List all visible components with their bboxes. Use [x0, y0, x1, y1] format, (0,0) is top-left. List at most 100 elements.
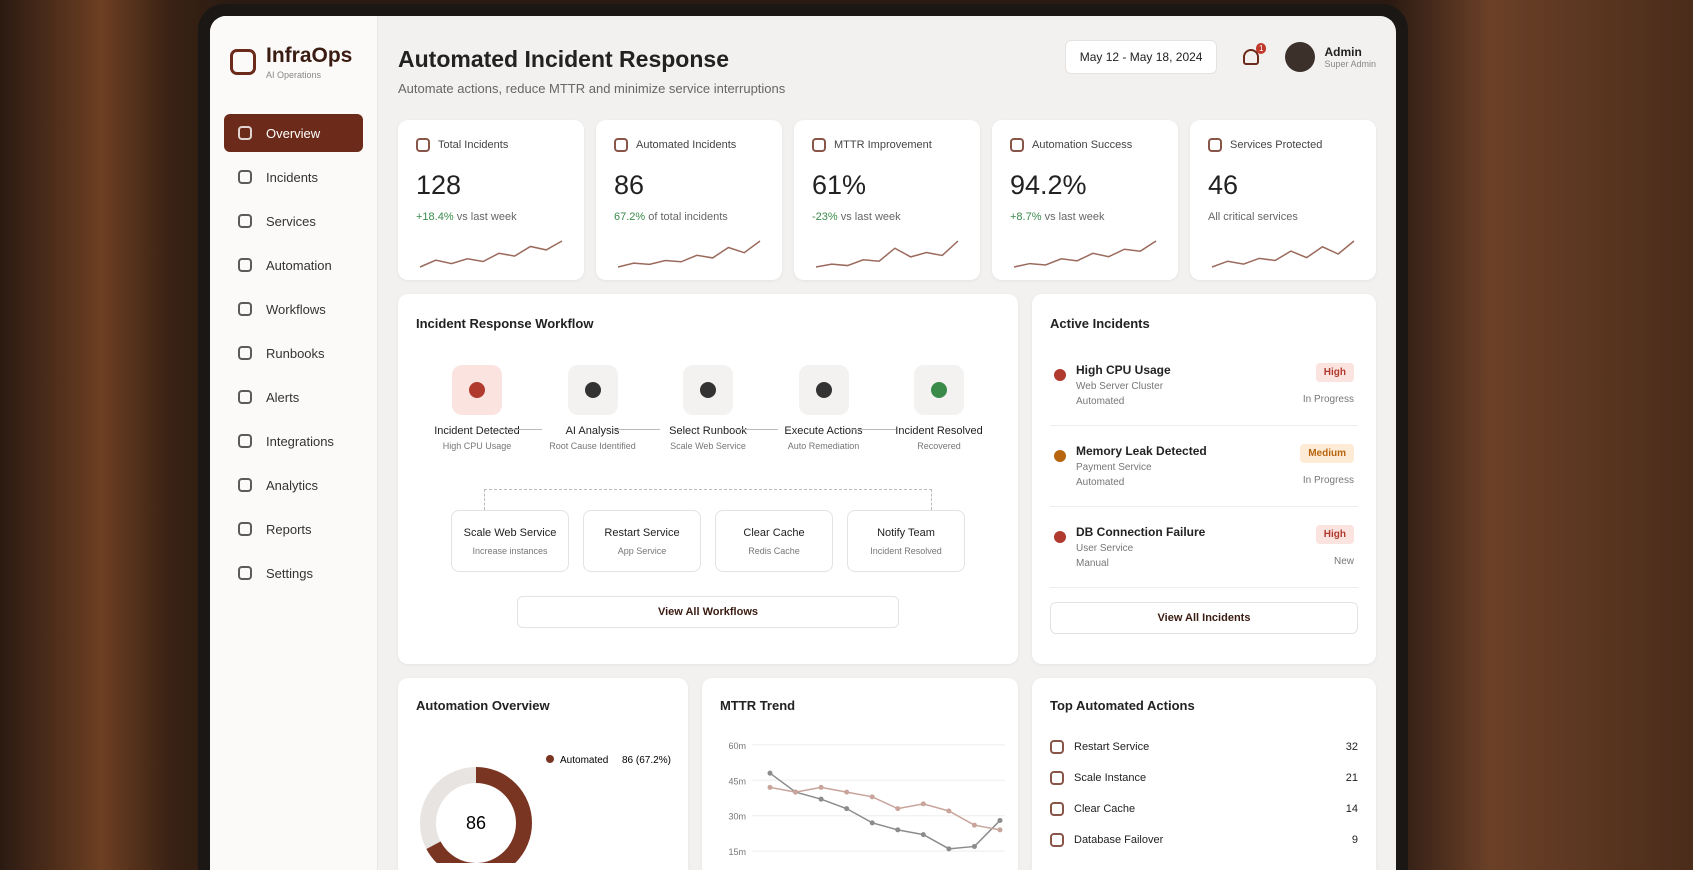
workflow-step: Incident Detected High CPU Usage	[422, 365, 532, 451]
date-picker[interactable]: May 12 - May 18, 2024	[1064, 40, 1218, 74]
nav-item[interactable]: Services	[224, 202, 363, 240]
incident[interactable]: High CPU Usage Web Server Cluster Automate…	[1050, 345, 1358, 426]
arrow	[852, 429, 896, 430]
active-incidents-panel: Active Incidents High CPU Usage Web Serve…	[1032, 294, 1376, 664]
action-detail: Incident Resolved	[870, 546, 942, 556]
workflow-step: AI Analysis Root Cause Identified	[538, 365, 648, 451]
nav-label: Reports	[266, 521, 312, 537]
trend-point	[869, 820, 875, 826]
view-incidents[interactable]: View All Incidents	[1050, 602, 1358, 634]
nav-icon	[238, 214, 252, 228]
kpi-card: MTTR Improvement 61% -23% vs last week	[794, 120, 980, 280]
step-icon	[683, 365, 733, 415]
workflow-actions: Scale Web Service Increase instances Resta…	[416, 510, 1000, 572]
nav-icon	[238, 302, 252, 316]
nav-item[interactable]: Incidents	[224, 158, 363, 196]
trend-point	[920, 801, 926, 807]
nav-item[interactable]: Reports	[224, 510, 363, 548]
kpi-title-row: Total Incidents	[416, 138, 566, 152]
incident-mode: Automated	[1076, 477, 1125, 488]
sparkline	[1013, 240, 1157, 268]
action-card[interactable]: Notify Team Incident Resolved	[847, 510, 965, 572]
step-label: Select Runbook	[669, 425, 747, 437]
incident-status: High In Progress	[1303, 363, 1354, 407]
action-count: 9	[1351, 833, 1358, 846]
incident[interactable]: DB Connection Failure User Service Manual H…	[1050, 507, 1358, 588]
nav-item[interactable]: Integrations	[224, 422, 363, 460]
nav-item[interactable]: Settings	[224, 554, 363, 592]
incident-name: DB Connection Failure	[1076, 525, 1206, 539]
status: In Progress	[1302, 394, 1354, 405]
trend-point	[844, 789, 850, 795]
user-menu[interactable]: Admin Super Admin	[1285, 42, 1376, 72]
action-card[interactable]: Clear Cache Redis Cache	[715, 510, 833, 572]
action-name: Scale Instance	[1074, 771, 1147, 784]
step-detail: High CPU Usage	[442, 441, 512, 451]
brand-tagline: AI Operations	[266, 70, 322, 80]
nav-label: Integrations	[266, 433, 334, 449]
bottom-row: Automation Overview 86 Automated 86 (67.2%…	[398, 678, 1376, 870]
action-card[interactable]: Restart Service App Service	[583, 510, 701, 572]
trend-point	[946, 846, 952, 852]
action-row: Scale Instance 21	[1050, 762, 1358, 793]
trend-point	[818, 796, 824, 802]
y-tick-label: 60m	[728, 741, 746, 751]
trend-point	[844, 806, 850, 812]
step-label: Execute Actions	[784, 425, 863, 437]
nav-icon	[238, 390, 252, 404]
action-card[interactable]: Scale Web Service Increase instances	[451, 510, 569, 572]
laptop-screen: InfraOps AI Operations Overview Incidents S…	[198, 4, 1408, 870]
nav-item[interactable]: Overview	[224, 114, 363, 152]
nav-label: Workflows	[266, 301, 326, 317]
severity-icon	[1054, 450, 1066, 462]
main: Automated Incident Response Automate act…	[378, 16, 1396, 870]
trend-point	[895, 806, 901, 812]
kpi-note: vs last week	[1044, 211, 1105, 223]
trend-point	[818, 784, 824, 790]
kpi-title-row: Services Protected	[1208, 138, 1358, 152]
action-count: 14	[1345, 802, 1358, 815]
step-detail: Root Cause Identified	[549, 441, 636, 451]
workflow-step: Select Runbook Scale Web Service	[653, 365, 763, 451]
icon	[469, 382, 485, 398]
kpi-delta-row: +18.4% vs last week	[416, 211, 566, 223]
kpi-delta: +18.4%	[416, 211, 454, 223]
nav-item[interactable]: Analytics	[224, 466, 363, 504]
automation-overview: Automation Overview 86 Automated 86 (67.2%…	[398, 678, 688, 870]
action-name: Clear Cache	[1074, 802, 1136, 815]
incident[interactable]: Memory Leak Detected Payment Service Autom…	[1050, 426, 1358, 507]
trend-point	[971, 822, 977, 828]
arrow	[616, 429, 660, 430]
severity-badge: Medium	[1300, 444, 1354, 463]
nav: Overview Incidents Services Automation Workf…	[224, 114, 363, 592]
view-workflows[interactable]: View All Workflows	[517, 596, 899, 628]
kpi-title-row: Automated Incidents	[614, 138, 764, 152]
nav-item[interactable]: Workflows	[224, 290, 363, 328]
nav-item[interactable]: Runbooks	[224, 334, 363, 372]
action-label: Clear Cache	[743, 527, 805, 539]
panel-title: Automation Overview	[416, 698, 550, 713]
trend-point	[946, 808, 952, 814]
notifications[interactable]: 1	[1243, 43, 1267, 65]
sparkline-line	[1013, 240, 1157, 268]
nav-icon	[238, 346, 252, 360]
icon	[584, 382, 601, 398]
nav-icon	[238, 434, 252, 448]
kpi-title: Automated Incidents	[636, 139, 737, 151]
nav-item[interactable]: Automation	[224, 246, 363, 284]
workflow-steps: Incident Detected High CPU Usage AI Analys…	[416, 365, 1000, 451]
trend-point	[997, 827, 1003, 833]
nav-item[interactable]: Alerts	[224, 378, 363, 416]
sparkline	[419, 240, 563, 268]
middle-row: Incident Response Workflow Incident Dete…	[398, 294, 1376, 664]
kpi-value: 128	[416, 170, 462, 200]
action-icon	[1050, 832, 1064, 847]
nav-label: Automation	[266, 257, 332, 273]
action-label: Notify Team	[877, 527, 935, 539]
kpi-value: 61%	[812, 170, 867, 200]
kpi-card: Total Incidents 128 +18.4% vs last week	[398, 120, 584, 280]
step-label: AI Analysis	[565, 425, 620, 437]
avatar	[1285, 42, 1316, 72]
workflow-panel: Incident Response Workflow Incident Dete…	[398, 294, 1018, 664]
